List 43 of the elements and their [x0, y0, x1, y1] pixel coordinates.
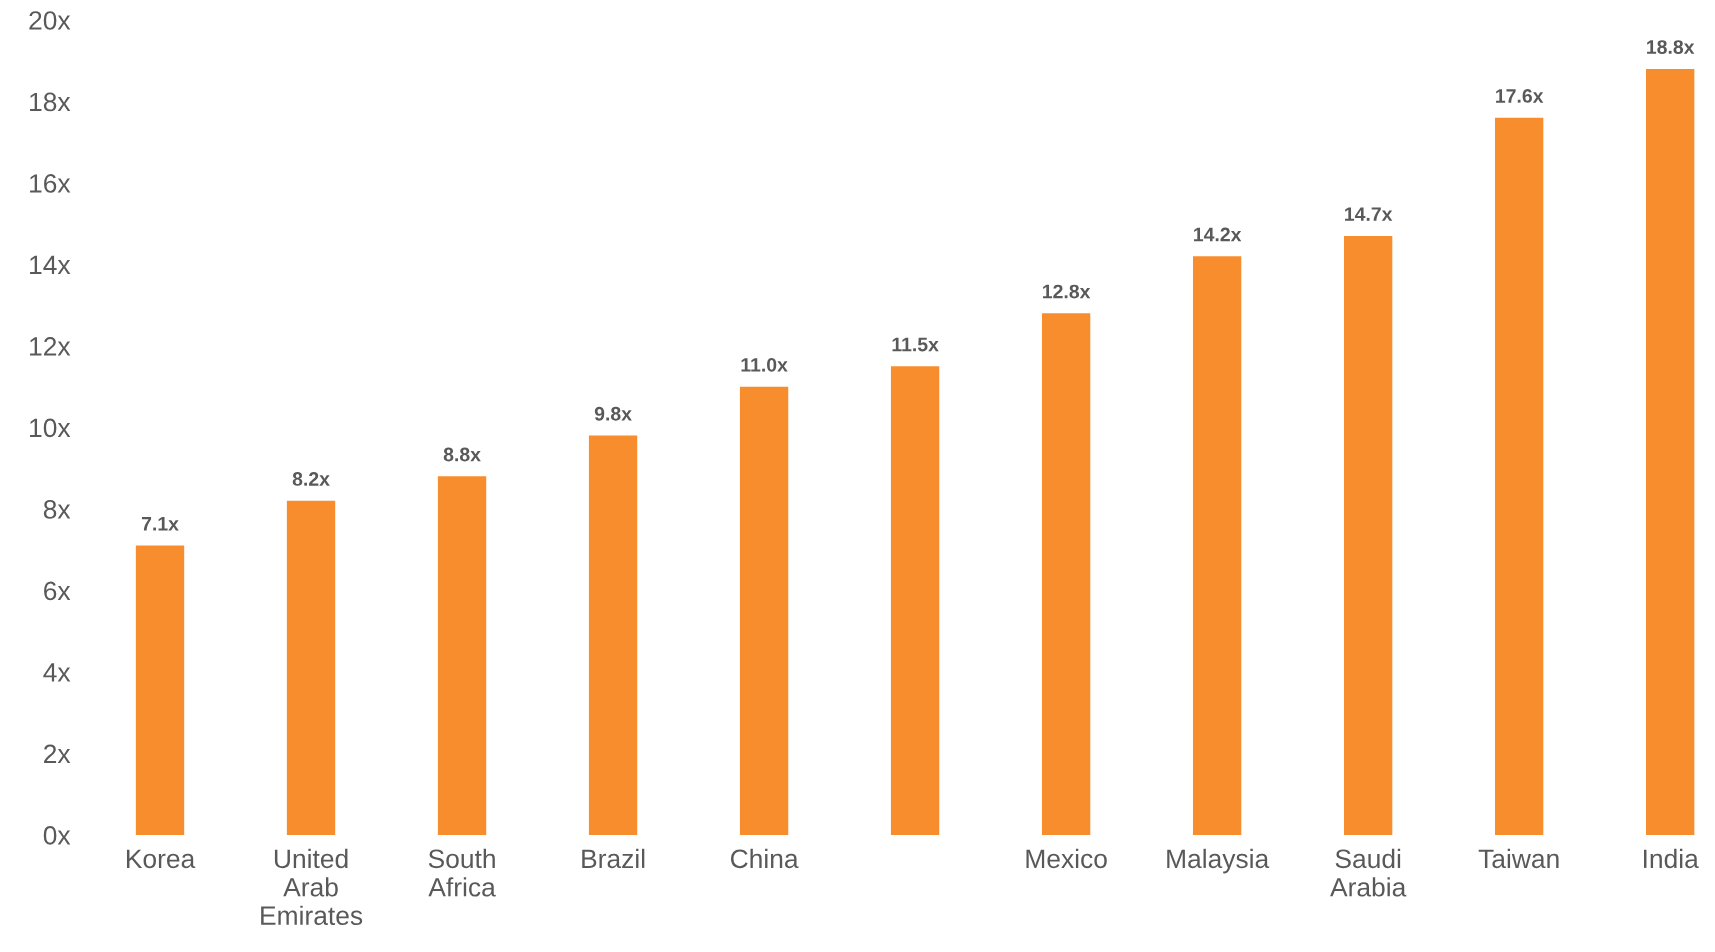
- x-tick-label: Saudi Arabia: [1330, 848, 1407, 897]
- bar: [135, 545, 185, 835]
- x-tick-label: Malaysia: [1167, 848, 1270, 874]
- y-tick-label: 4x: [43, 663, 71, 682]
- x-tick-label: India: [1644, 848, 1699, 869]
- data-label: 14.7x: [1345, 207, 1393, 221]
- data-label: 11.0x: [741, 357, 788, 372]
- bar: [739, 386, 789, 835]
- data-label: 17.6x: [1496, 89, 1544, 103]
- y-tick-label: 6x: [44, 581, 71, 601]
- data-label: 18.8x: [1647, 40, 1695, 54]
- bar: [1646, 68, 1695, 835]
- data-label: 8.8x: [443, 447, 481, 462]
- bar: [1343, 235, 1393, 835]
- data-label: 12.8x: [1043, 284, 1091, 299]
- data-label: 7.1x: [141, 517, 179, 531]
- x-tick-label: Korea: [126, 849, 196, 869]
- x-tick-label: China: [730, 848, 799, 869]
- data-label: 9.8x: [594, 406, 632, 421]
- bar: [286, 500, 336, 835]
- y-tick-label: 20x: [29, 11, 71, 30]
- x-tick-label: Taiwan: [1478, 848, 1559, 869]
- y-tick-label: 10x: [30, 418, 71, 438]
- x-tick-label: United Arab Emirates: [261, 848, 363, 926]
- y-tick-label: 16x: [30, 174, 71, 193]
- bar: [1192, 256, 1242, 835]
- y-tick-label: 2x: [44, 744, 71, 763]
- data-label: 14.2x: [1194, 227, 1242, 242]
- bar: [1495, 117, 1544, 835]
- data-label: 11.5x: [892, 337, 939, 352]
- y-tick-label: 0x: [43, 826, 71, 845]
- bar: [437, 476, 487, 835]
- bar: [890, 366, 940, 835]
- x-tick-label: South Africa: [428, 848, 496, 897]
- y-tick-label: 14x: [30, 255, 71, 275]
- y-tick-label: 8x: [43, 500, 71, 519]
- bar: [1041, 313, 1091, 835]
- data-label: 8.2x: [292, 472, 330, 486]
- x-tick-label: Brazil: [582, 848, 645, 869]
- x-tick-label: Mexico: [1026, 848, 1107, 869]
- bar: [588, 435, 638, 835]
- y-tick-label: 12x: [30, 337, 71, 356]
- y-tick-label: 18x: [30, 92, 71, 112]
